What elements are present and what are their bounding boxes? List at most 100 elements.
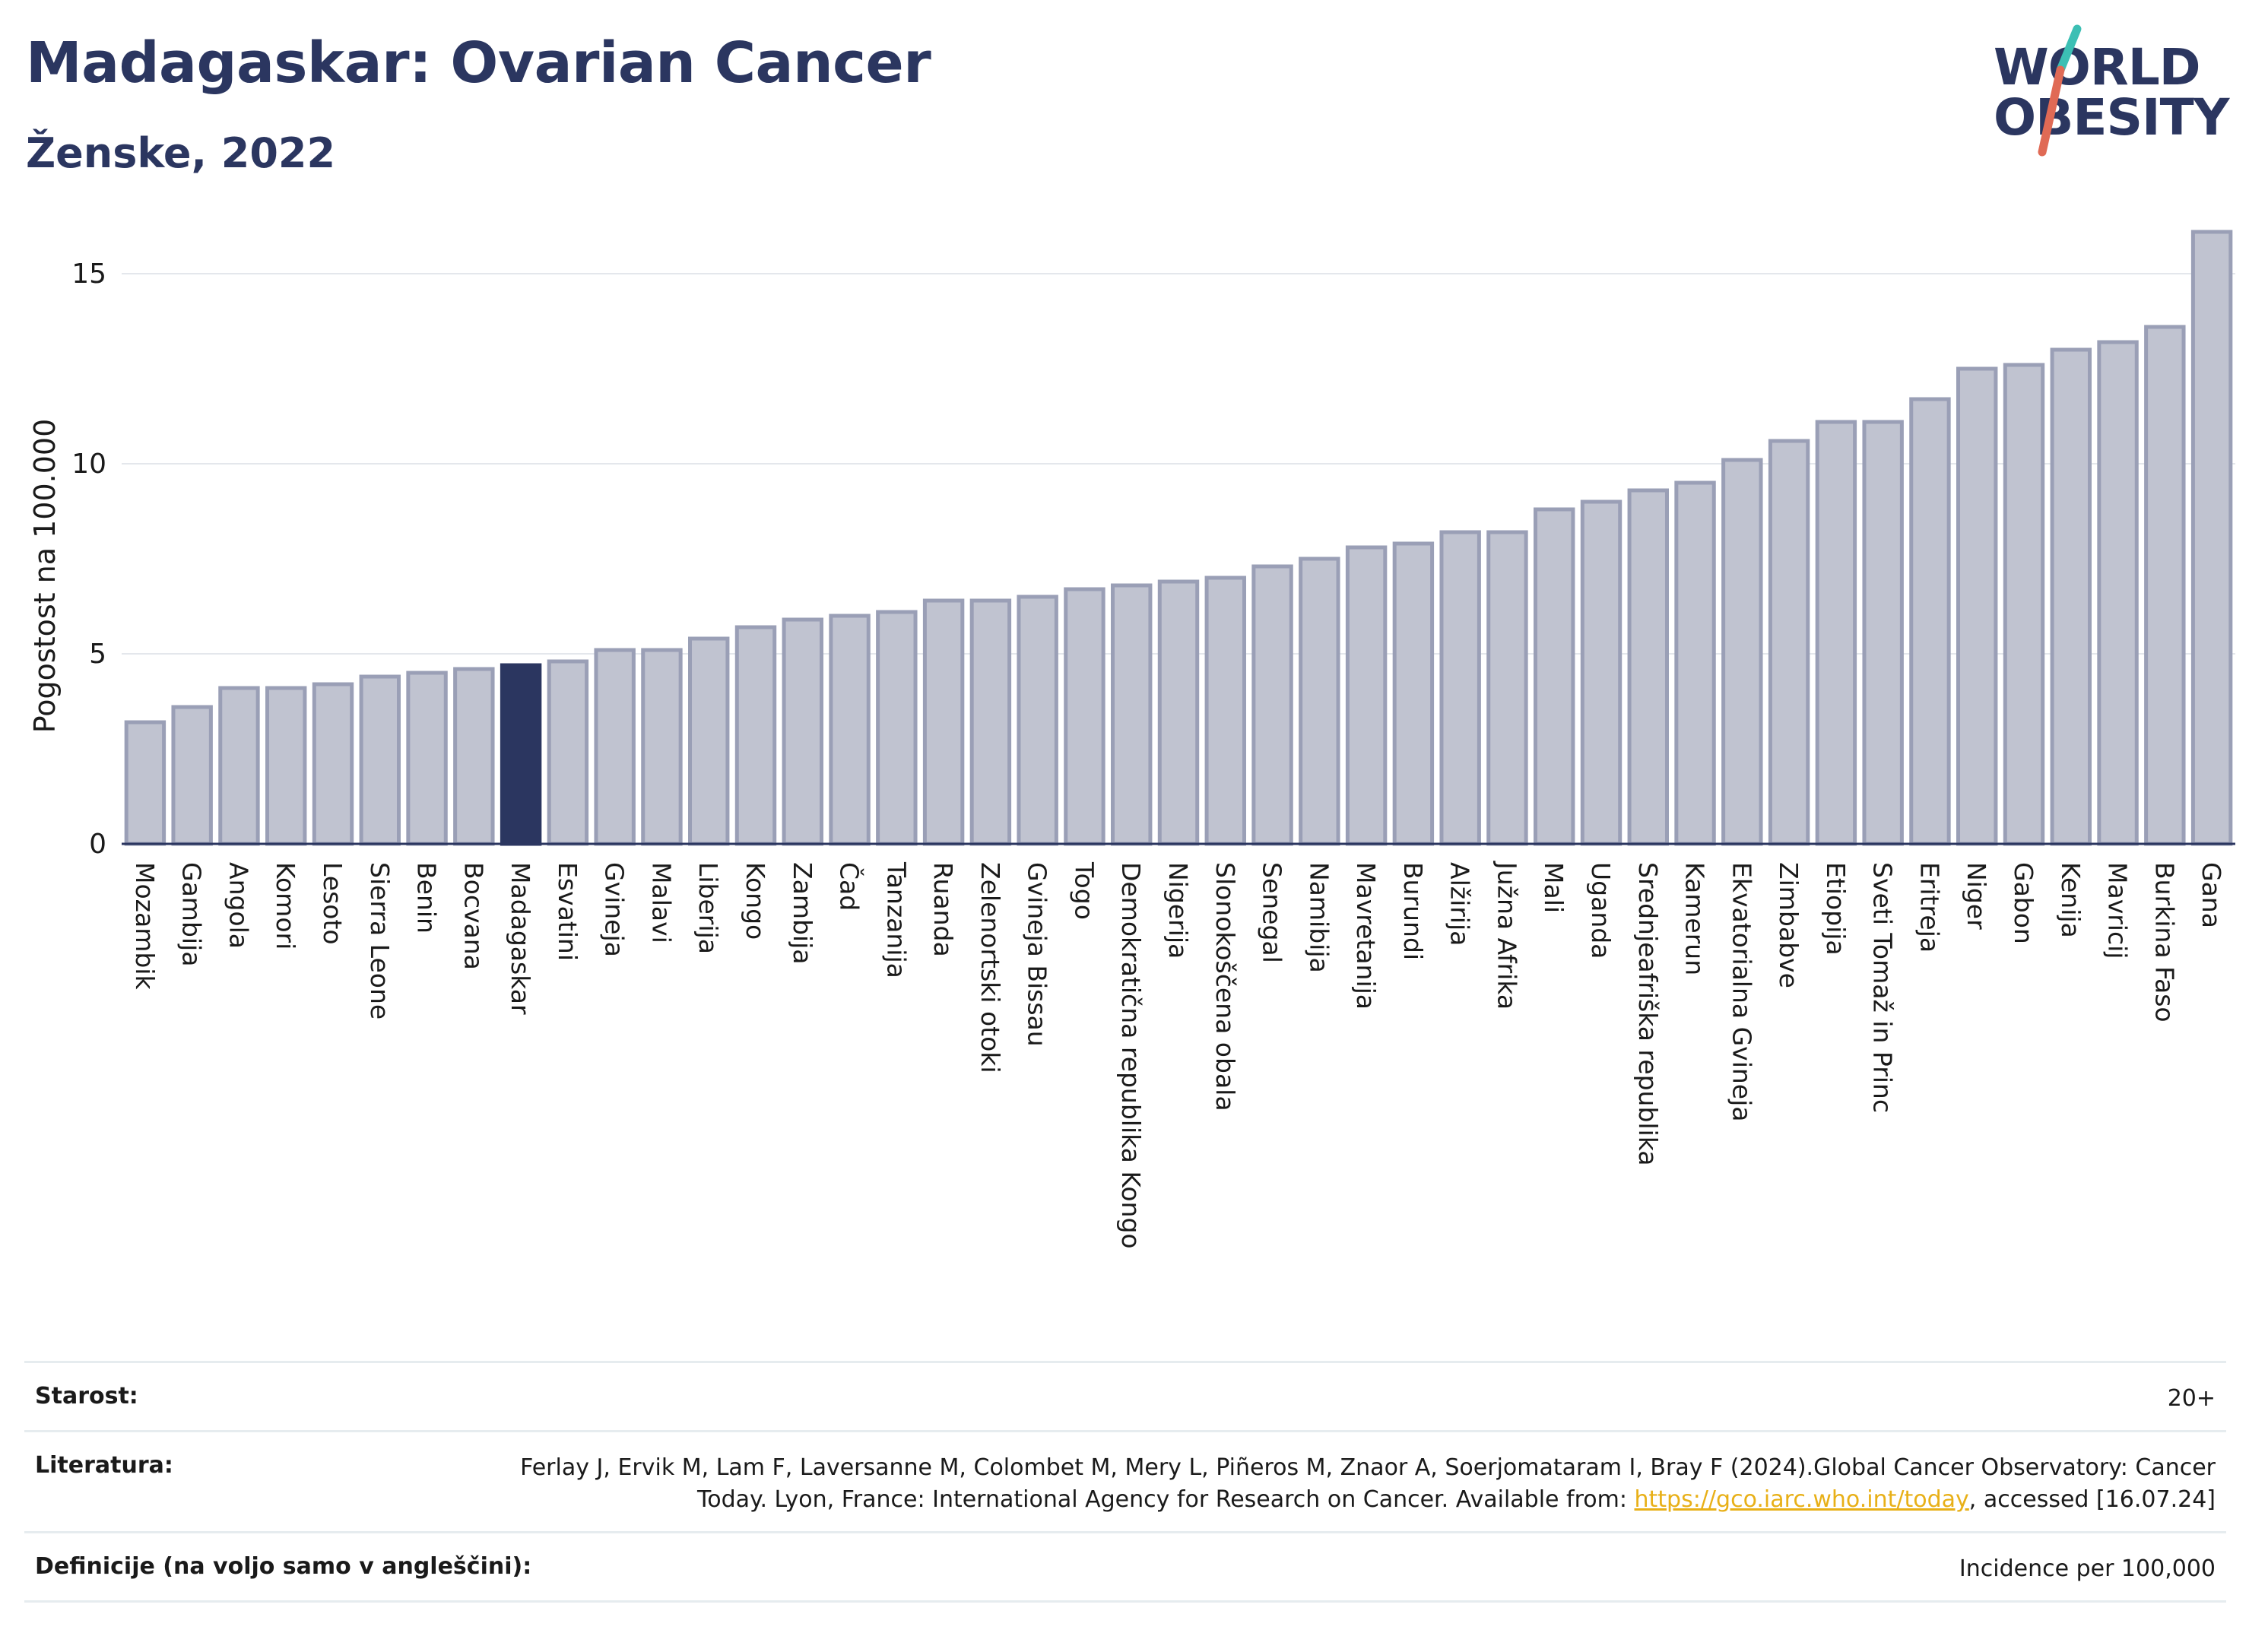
definitions-label: Definicije (na voljo samo v angleščini): (35, 1553, 532, 1580)
bar (1909, 397, 1951, 846)
x-tick-label: Bocvana (458, 862, 488, 970)
bar (829, 614, 871, 846)
x-tick-label: Eritreja (1914, 862, 1944, 953)
x-tick-label: Madagaskar (506, 862, 535, 1015)
bar (1017, 595, 1058, 846)
x-tick-label: Angola (224, 862, 253, 949)
x-tick-label: Sveti Tomaž in Princ (1868, 862, 1898, 1113)
x-tick-label: Čad (835, 862, 865, 911)
bar (922, 598, 965, 846)
bar (1251, 564, 1293, 846)
info-row-age: Starost: 20+ (24, 1363, 2226, 1432)
x-tick-label: Gvineja (600, 862, 630, 957)
page-title: Madagaskar: Ovarian Cancer (26, 30, 931, 96)
bar (782, 617, 823, 846)
x-tick-label: Mali (1539, 862, 1569, 913)
x-tick-label: Liberija (693, 862, 723, 954)
x-tick-label: Zambija (788, 862, 817, 964)
logo-slash-icon (2038, 24, 2082, 157)
y-tick-label: 5 (89, 639, 106, 670)
x-tick-label: Sierra Leone (365, 862, 395, 1019)
bar (1439, 530, 1481, 846)
x-tick-label: Burkina Faso (2149, 862, 2179, 1023)
literature-link[interactable]: https://gco.iarc.who.int/today (1634, 1486, 1969, 1513)
bar (1580, 499, 1623, 846)
bar (1956, 366, 1998, 846)
x-tick-label: Togo (1069, 861, 1099, 920)
x-tick-label: Uganda (1586, 862, 1616, 959)
bar (1392, 541, 1435, 846)
bar (453, 667, 495, 846)
x-tick-label: Namibija (1304, 862, 1334, 973)
x-tick-label: Lesoto (318, 862, 347, 945)
bar (969, 598, 1012, 846)
logo-text-line1: WORLD (1994, 38, 2201, 97)
x-tick-label: Demokratična republika Kongo (1116, 862, 1146, 1249)
bar (406, 671, 448, 846)
x-tick-label: Slonokoščena obala (1210, 862, 1240, 1111)
x-tick-label: Gambija (177, 862, 207, 966)
literature-label: Literatura: (35, 1452, 173, 1479)
bar (1627, 488, 1669, 846)
bar (1486, 530, 1528, 846)
x-tick-label: Niger (1962, 862, 1991, 930)
bar (594, 648, 636, 846)
bar (1768, 439, 1810, 846)
bar (1299, 556, 1340, 846)
y-axis-label: Pogostost na 100.000 (28, 419, 62, 734)
bar (1862, 420, 1904, 846)
bar (2190, 230, 2233, 846)
x-tick-label: Zelenortski otoki (975, 862, 1005, 1073)
info-row-literature: Literatura: Ferlay J, Ervik M, Lam F, La… (24, 1432, 2226, 1533)
x-tick-label: Kongo (741, 862, 770, 940)
x-tick-label: Ruanda (928, 862, 958, 957)
bar (1534, 507, 1575, 846)
bar (688, 636, 730, 846)
y-tick-label: 10 (71, 449, 106, 480)
x-tick-label: Senegal (1258, 862, 1287, 963)
x-tick-label: Srednjeafriška republika (1633, 862, 1663, 1165)
x-tick-label: Mozambik (130, 862, 160, 990)
x-tick-label: Esvatini (553, 862, 582, 961)
x-tick-label: Gabon (2009, 862, 2038, 944)
x-tick-label: Mavricij (2103, 862, 2133, 959)
literature-value: Ferlay J, Ervik M, Lam F, Laversanne M, … (467, 1452, 2216, 1516)
bar (171, 705, 213, 846)
x-tick-label: Alžirija (1445, 862, 1475, 946)
page-subtitle: Ženske, 2022 (26, 129, 336, 177)
x-tick-label: Mavretanija (1351, 862, 1381, 1010)
age-value: 20+ (2167, 1385, 2216, 1412)
bar (2050, 347, 2092, 846)
x-tick-label: Kenija (2056, 862, 2086, 938)
bar (2144, 325, 2186, 846)
bar (1157, 579, 1200, 846)
x-tick-label: Etiopija (1821, 862, 1851, 956)
x-tick-label: Gana (2197, 862, 2226, 928)
bar (547, 659, 589, 846)
y-tick-label: 15 (71, 258, 106, 290)
bar (1815, 420, 1857, 846)
bar-chart: 0 5 10 15 Mozambik Gambija Angola Komori Lesoto S… (28, 230, 2235, 1249)
bar (2003, 363, 2045, 846)
x-tick-label: Nigerija (1163, 862, 1193, 959)
bar (1345, 545, 1388, 846)
bar (312, 682, 354, 846)
x-tick-label: Tanzanija (881, 861, 911, 978)
bar (1111, 583, 1153, 846)
x-tick-label: Komori (271, 862, 300, 950)
bar (1064, 587, 1105, 846)
x-tick-label: Burundi (1398, 862, 1428, 960)
info-row-definitions: Definicije (na voljo samo v angleščini):… (24, 1533, 2226, 1603)
bar (641, 648, 683, 846)
bar (734, 625, 777, 846)
bar (265, 686, 307, 846)
age-label: Starost: (35, 1383, 138, 1409)
literature-text: Ferlay J, Ervik M, Lam F, Laversanne M, … (520, 1454, 2216, 1513)
world-obesity-logo: WORLD OBESITY (1984, 23, 2229, 160)
chart-bars (124, 230, 2233, 846)
x-tick-label: Benin (412, 862, 442, 934)
bar (359, 674, 401, 846)
bar (124, 720, 167, 846)
bar (1721, 458, 1763, 846)
x-tick-label: Zimbabve (1774, 862, 1803, 988)
